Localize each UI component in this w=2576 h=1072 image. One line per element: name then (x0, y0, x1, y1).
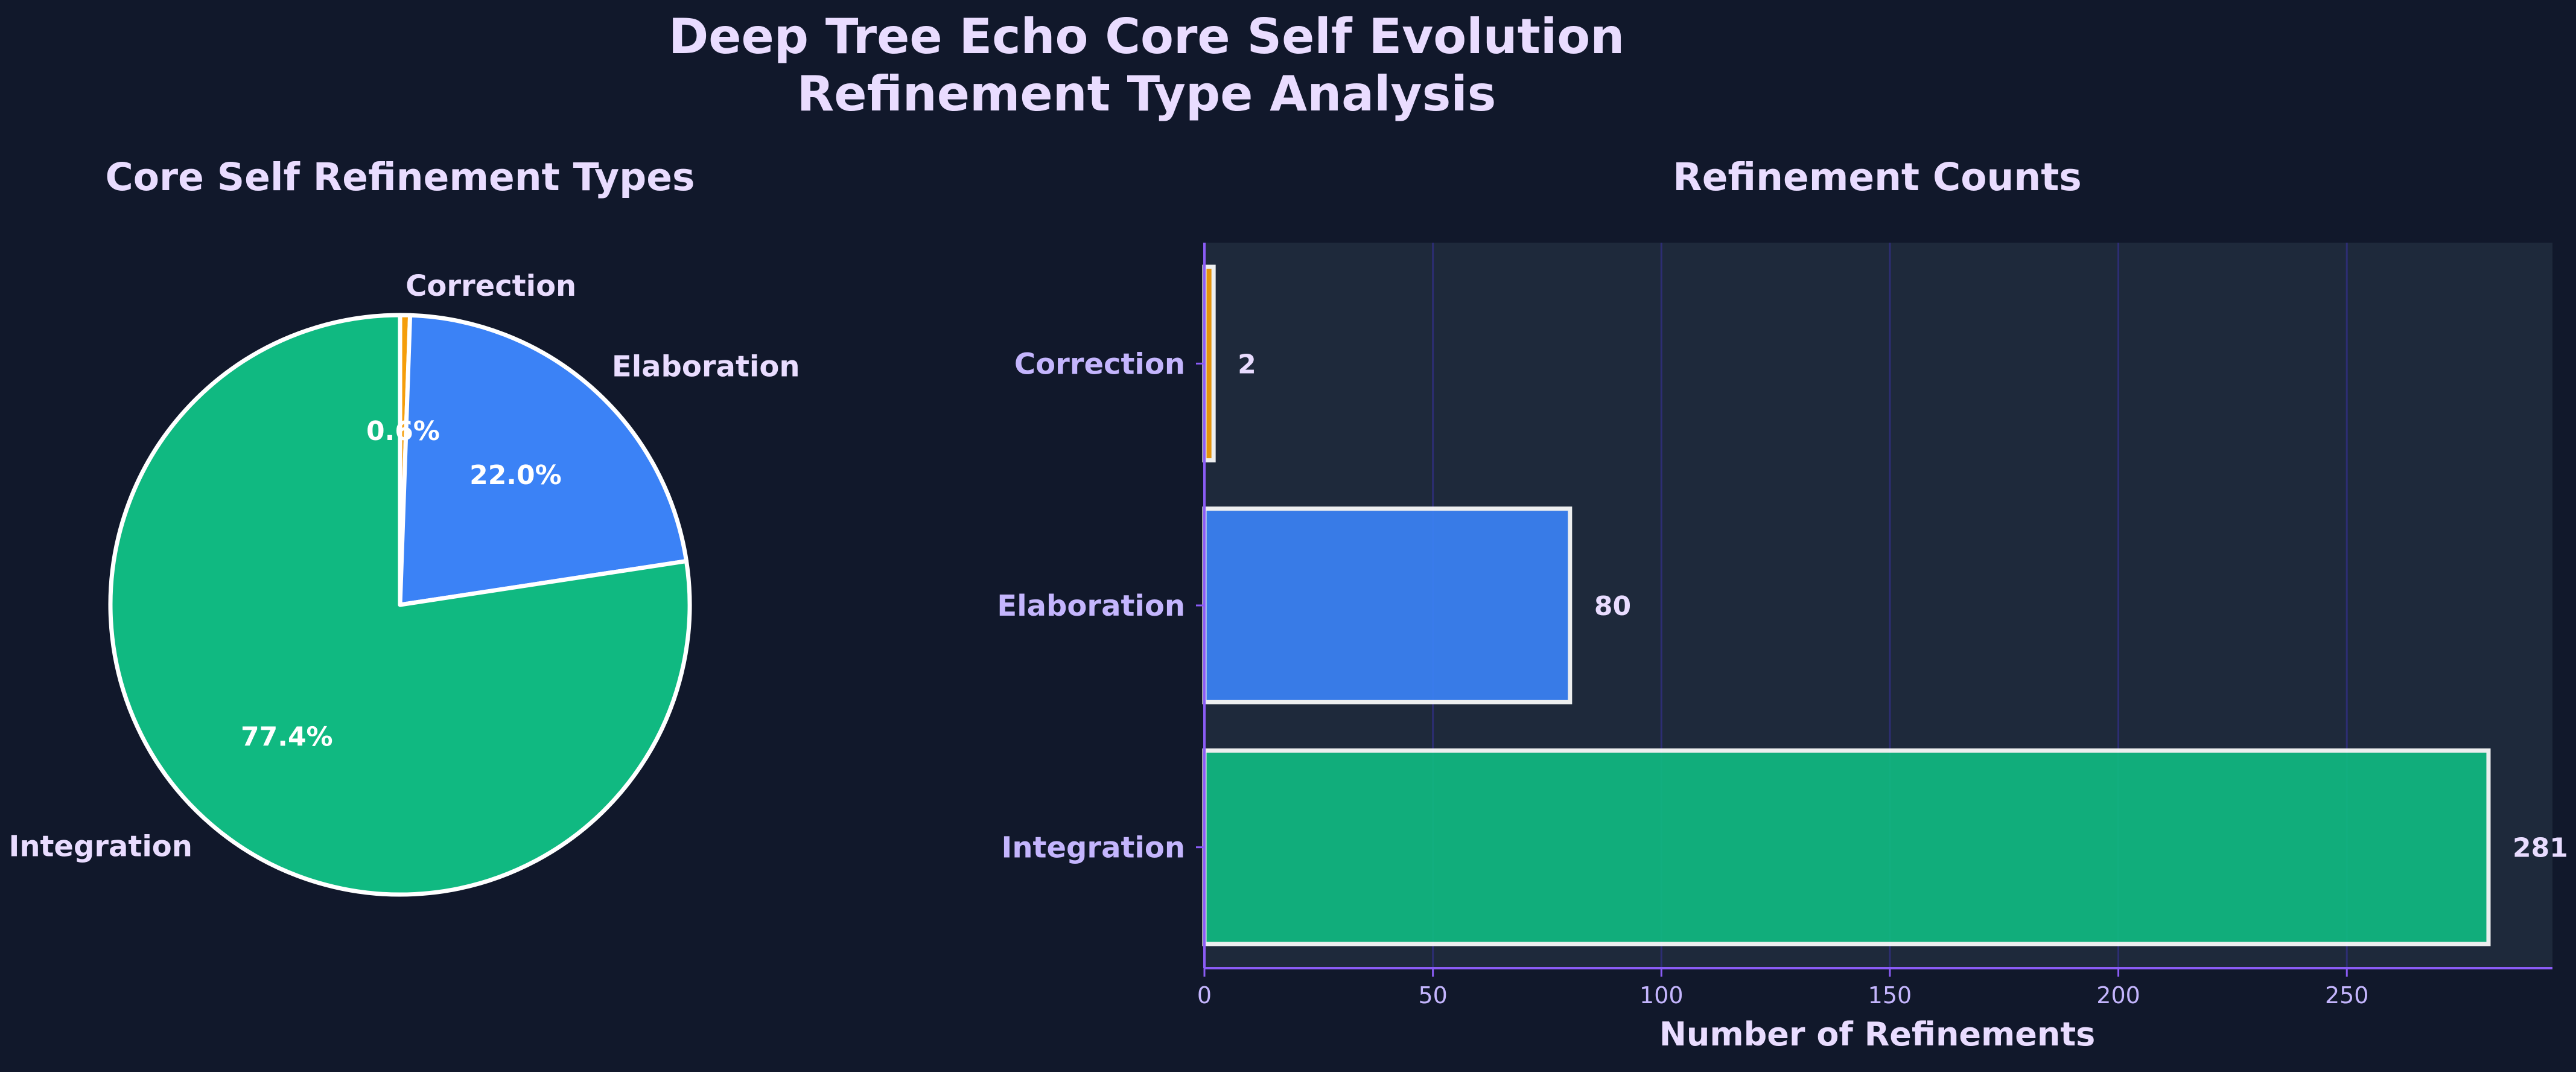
pie-percent-correction: 0.6% (366, 416, 440, 447)
bar-correction (1202, 264, 1216, 463)
bar-value-label-elaboration: 80 (1594, 591, 1631, 622)
pie-labels: Correction 0.6% Elaboration 22.0% Integratio… (8, 269, 800, 863)
bar-value-label-correction: 2 (1238, 349, 1256, 380)
pie-label-integration: Integration (8, 830, 192, 864)
pie-label-elaboration: Elaboration (612, 349, 800, 383)
bar-chart-title: Refinement Counts (1673, 155, 2082, 199)
x-axis-label: Number of Refinements (1659, 1015, 2096, 1053)
x-tick-label: 150 (1868, 982, 1912, 1009)
x-tick-label: 0 (1197, 982, 1212, 1009)
bar-ticks: 0 50 100 150 200 250 Correction Elaboration Inte… (997, 347, 2368, 1009)
x-tick-label: 100 (1639, 982, 1684, 1009)
bar-integration (1202, 748, 2491, 946)
bar-value-labels: 2 80 281 (1238, 349, 2568, 863)
y-tick-label-integration: Integration (1002, 831, 1186, 865)
pie-slices (108, 313, 692, 897)
y-tick-label-correction: Correction (1014, 347, 1185, 381)
figure-title-line-1: Deep Tree Echo Core Self Evolution (669, 8, 1624, 65)
y-tick-label-elaboration: Elaboration (997, 589, 1185, 623)
pie-chart: Core Self Refinement Types Correction 0.6… (8, 155, 800, 897)
pie-slice-elaboration (398, 313, 689, 607)
pie-percent-integration: 77.4% (241, 721, 333, 752)
pie-label-correction: Correction (405, 269, 576, 303)
bar-chart: Refinement Counts 0 50 100 150 200 250 Correct… (997, 155, 2568, 1053)
bar-value-label-integration: 281 (2513, 833, 2568, 864)
x-tick-label: 250 (2325, 982, 2369, 1009)
bar-series (1202, 264, 2491, 946)
figure-title-line-2: Refinement Type Analysis (797, 66, 1496, 122)
bar-elaboration (1202, 506, 1573, 704)
pie-chart-title: Core Self Refinement Types (106, 155, 695, 199)
x-tick-label: 200 (2096, 982, 2140, 1009)
pie-percent-elaboration: 22.0% (469, 460, 562, 491)
pie-slice-integration (108, 313, 692, 897)
x-tick-label: 50 (1418, 982, 1447, 1009)
